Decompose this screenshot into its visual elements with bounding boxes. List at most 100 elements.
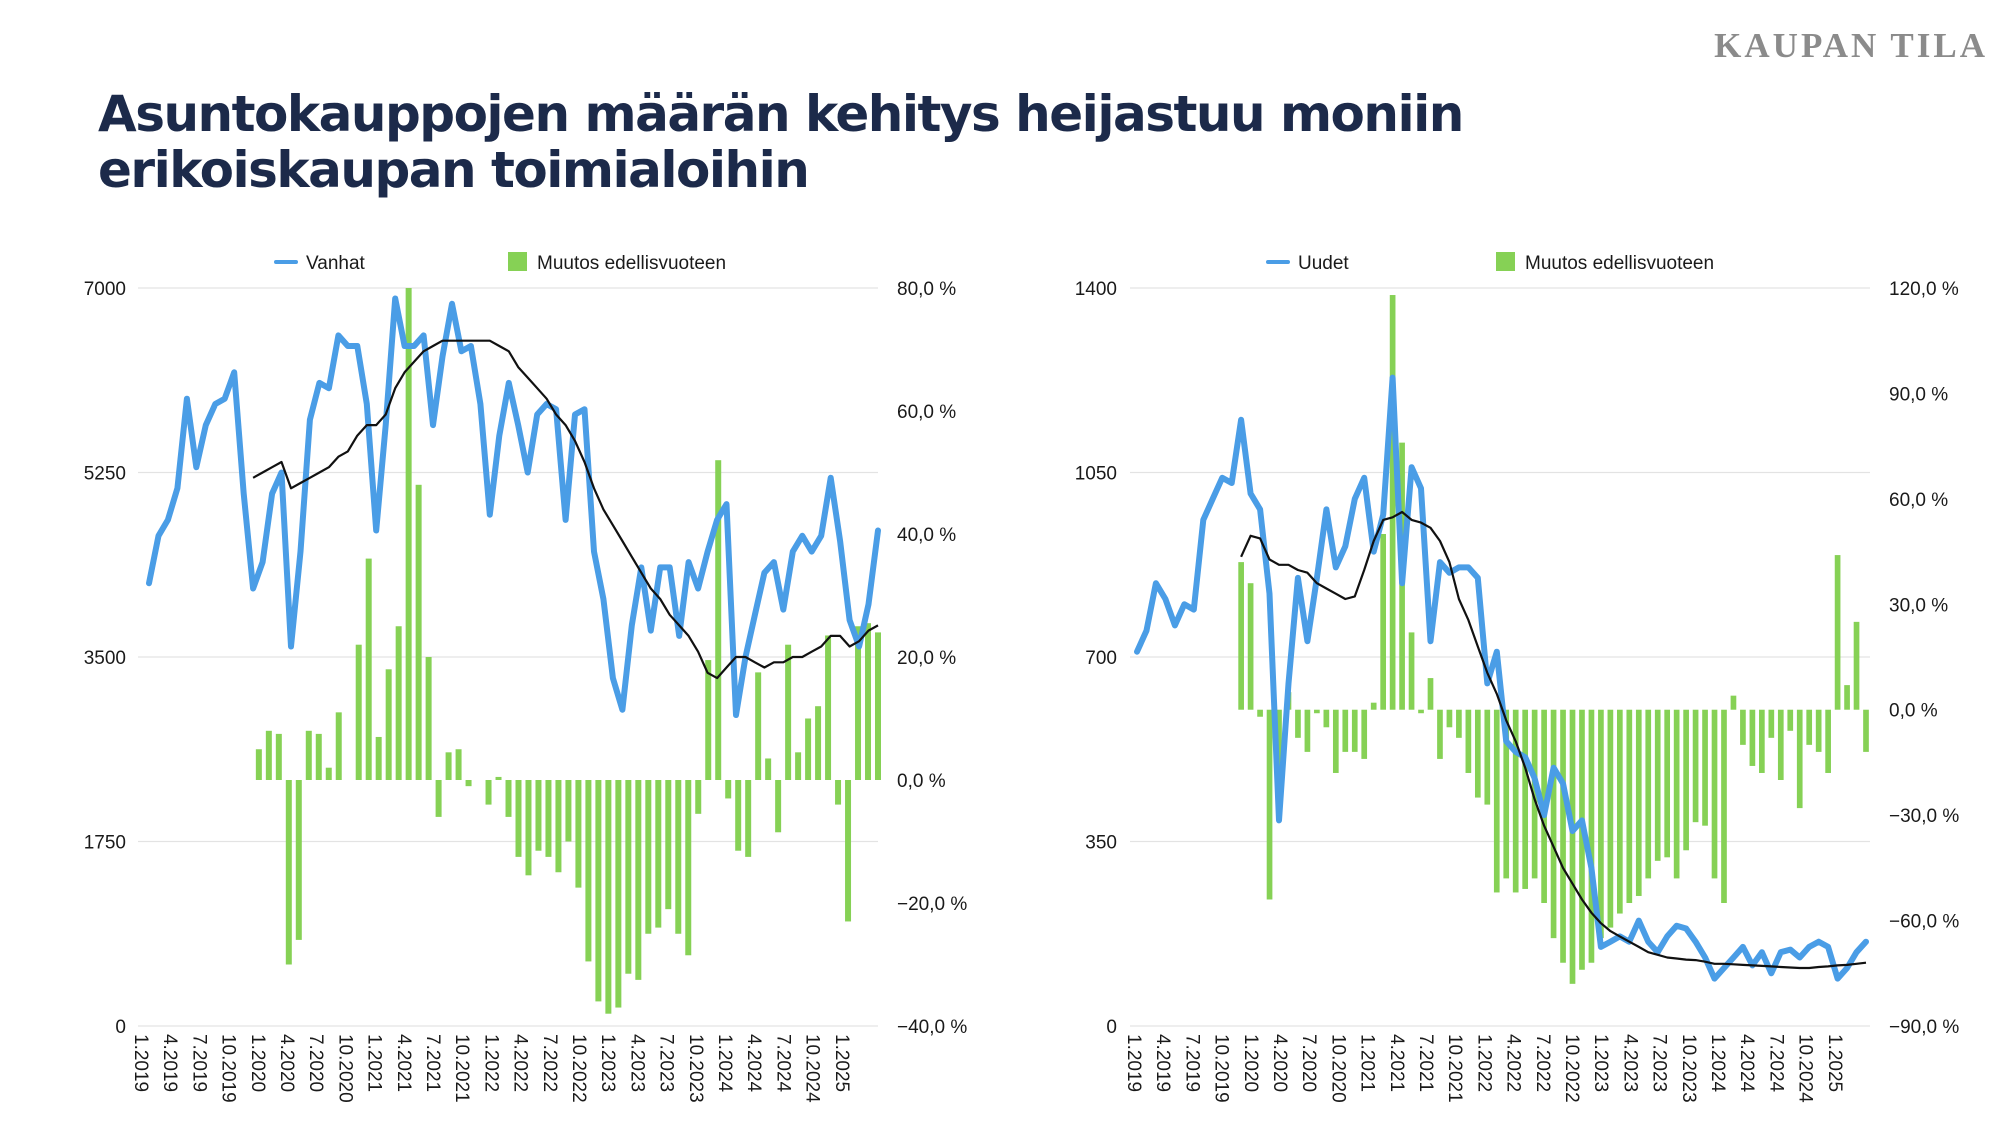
bar	[1380, 534, 1386, 710]
x-axis-label: 4.2022	[1503, 1034, 1524, 1092]
bar	[575, 780, 582, 888]
legend-line-label: Uudet	[1298, 253, 1349, 274]
bar	[865, 623, 872, 780]
bar	[775, 780, 782, 833]
bar	[1332, 709, 1339, 773]
left-axis-tick: 5250	[84, 464, 126, 485]
x-axis-label: 10.2021	[1444, 1034, 1465, 1103]
x-axis-label: 7.2024	[1765, 1034, 1786, 1093]
bar	[1635, 709, 1642, 896]
bar	[1579, 709, 1585, 970]
bar	[845, 780, 852, 922]
x-axis-label: 7.2023	[656, 1034, 677, 1092]
x-axis-label: 1.2023	[1590, 1034, 1611, 1092]
x-axis-label: 7.2022	[1532, 1034, 1553, 1092]
x-axis-label: 1.2020	[1240, 1034, 1261, 1092]
legend-bar-label: Muutos edellisvuoteen	[1525, 253, 1714, 274]
x-axis-label: 1.2022	[480, 1034, 501, 1092]
x-axis-label: 1.2024	[1707, 1034, 1728, 1093]
bar	[465, 780, 472, 787]
bar	[1654, 709, 1661, 861]
legend-line-label: Vanhat	[306, 253, 366, 274]
x-axis-label: 1.2021	[1357, 1034, 1378, 1092]
x-axis-label: 1.2025	[831, 1034, 852, 1092]
right-axis-tick: 20,0 %	[897, 648, 956, 669]
bar	[265, 730, 272, 780]
right-axis-tick: −40,0 %	[897, 1017, 967, 1038]
x-axis-label: 10.2023	[685, 1034, 706, 1103]
bar	[1370, 702, 1377, 710]
x-axis-label: 1.2022	[1473, 1034, 1494, 1092]
left-axis-tick: 1400	[1075, 279, 1117, 300]
x-axis-label: 10.2021	[451, 1034, 472, 1103]
bar	[515, 780, 522, 857]
x-axis-label: 10.2024	[802, 1034, 823, 1103]
series-line	[146, 295, 881, 718]
bar	[1342, 709, 1349, 752]
bar	[525, 780, 532, 876]
x-axis-label: 4.2021	[393, 1034, 414, 1092]
chart-uudet-svg: 0 350 700 1050 1400 −90,0 % −60,0 % −30,0 % 0,0 …	[1075, 252, 1959, 1103]
left-axis-tick: 0	[1106, 1017, 1117, 1038]
bar	[1427, 678, 1434, 710]
series-line	[1134, 374, 1869, 982]
bar	[1503, 709, 1510, 879]
bar	[1749, 709, 1756, 766]
x-axis-label: 4.2024	[743, 1034, 764, 1093]
left-axis-tick: 3500	[84, 648, 126, 669]
bar	[585, 780, 592, 962]
bar	[365, 558, 372, 780]
bar	[335, 712, 342, 780]
bar	[875, 632, 881, 780]
bar	[385, 669, 392, 780]
x-axis-label: 7.2019	[1181, 1034, 1202, 1092]
bar	[1834, 555, 1841, 710]
bar	[1673, 709, 1680, 879]
bar	[695, 780, 702, 814]
trend-line	[1240, 510, 1867, 970]
x-axis-label: 1.2020	[247, 1034, 268, 1092]
bar	[665, 780, 672, 910]
bar	[1304, 709, 1311, 752]
right-axis-tick: 40,0 %	[897, 525, 956, 546]
trend-line	[252, 339, 879, 680]
left-axis-tick: 7000	[84, 279, 126, 300]
left-axis-tick: 700	[1085, 648, 1117, 669]
bar	[815, 706, 822, 780]
right-axis-tick: 60,0 %	[1889, 490, 1948, 511]
bar	[1569, 709, 1576, 984]
bar	[805, 718, 812, 780]
legend-bar-swatch	[1496, 252, 1515, 271]
right-axis-tick: 60,0 %	[897, 402, 956, 423]
right-axis-tick: 120,0 %	[1889, 279, 1959, 300]
bar	[735, 780, 742, 851]
x-axis-label: 4.2024	[1736, 1034, 1757, 1093]
bar	[655, 780, 662, 928]
x-axis-label: 4.2020	[1269, 1034, 1290, 1092]
brand-logo: KAUPAN TILA	[1714, 26, 1988, 65]
x-axis-label: 4.2020	[276, 1034, 297, 1092]
bar	[285, 780, 292, 965]
x-axis-label: 7.2021	[1415, 1034, 1436, 1092]
bar	[1617, 709, 1623, 914]
right-axis-tick: 80,0 %	[897, 279, 956, 300]
bar	[1247, 583, 1254, 710]
x-axis-label: 10.2022	[568, 1034, 589, 1103]
bar	[645, 780, 652, 934]
right-axis-tick: 90,0 %	[1889, 384, 1948, 405]
bar	[1702, 709, 1708, 826]
bar	[825, 635, 832, 780]
bar	[455, 749, 462, 780]
bar	[1645, 709, 1652, 879]
bar	[1815, 709, 1822, 752]
x-axis-label: 7.2020	[305, 1034, 326, 1092]
x-axis-label: 7.2020	[1298, 1034, 1319, 1092]
chart-vanhat-svg: 0 1750 3500 5250 7000 −40,0 % −20,0 % 0,0 % 20,0…	[84, 252, 967, 1103]
bar	[1484, 709, 1491, 805]
bar	[1825, 709, 1831, 773]
bar	[755, 672, 762, 780]
legend-bar-label: Muutos edellisvuoteen	[537, 253, 726, 274]
bar	[435, 780, 442, 817]
x-axis-label: 10.2019	[218, 1034, 239, 1103]
bar	[1295, 709, 1301, 738]
